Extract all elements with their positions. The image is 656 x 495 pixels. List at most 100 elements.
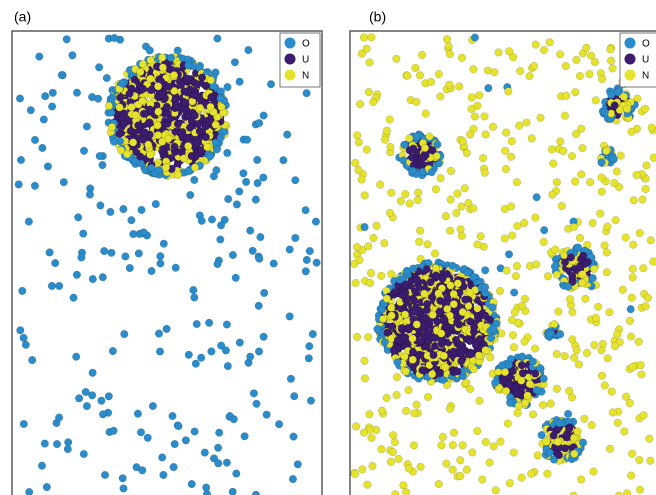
atom: [446, 405, 454, 413]
atom: [89, 369, 97, 377]
atom: [508, 137, 516, 145]
atom: [571, 450, 579, 458]
atom: [533, 386, 541, 394]
atom: [606, 309, 614, 317]
atom: [383, 127, 391, 135]
atom: [208, 216, 216, 224]
atom: [498, 362, 506, 370]
atom: [306, 247, 314, 255]
atom: [388, 312, 396, 320]
atom: [573, 56, 581, 64]
atom: [604, 355, 612, 363]
atom: [118, 80, 126, 88]
atom: [72, 353, 80, 361]
atom: [449, 262, 457, 270]
atom: [356, 100, 364, 108]
atom: [230, 415, 238, 423]
atom: [544, 470, 552, 478]
atom: [470, 365, 478, 373]
atom: [97, 202, 105, 210]
atom: [229, 251, 237, 259]
atom: [465, 199, 473, 207]
atom: [48, 282, 56, 290]
atom: [147, 56, 155, 64]
atom: [351, 470, 359, 478]
atom: [388, 189, 396, 197]
atom: [242, 178, 250, 186]
atom: [528, 135, 536, 143]
atom: [386, 209, 394, 217]
atom: [412, 288, 420, 296]
atom: [55, 414, 63, 422]
atom: [443, 270, 451, 278]
atom: [99, 411, 107, 419]
atom: [508, 316, 516, 324]
atom: [177, 81, 185, 89]
atom: [212, 121, 220, 129]
atom: [309, 330, 317, 338]
atom: [162, 164, 170, 172]
atom: [390, 347, 398, 355]
atom: [213, 166, 221, 174]
atom: [458, 203, 466, 211]
atom: [171, 143, 179, 151]
atom: [384, 329, 392, 337]
atom: [435, 290, 443, 298]
atom: [64, 445, 72, 453]
atom: [383, 295, 391, 303]
atom: [636, 486, 644, 494]
atom: [450, 429, 458, 437]
atom: [147, 75, 155, 83]
atom: [368, 434, 376, 442]
atom: [307, 397, 315, 405]
atom: [486, 459, 494, 467]
atom: [449, 466, 457, 474]
atom: [627, 333, 635, 341]
atom: [532, 41, 540, 49]
atom: [567, 254, 575, 262]
atom: [361, 192, 369, 200]
atom: [424, 241, 432, 249]
atom: [495, 49, 503, 57]
atom: [411, 297, 419, 305]
atom: [454, 190, 462, 198]
atom: [386, 116, 394, 124]
atom: [82, 388, 90, 396]
atom: [290, 433, 298, 441]
atom: [508, 232, 516, 240]
atom: [103, 74, 111, 82]
atom: [611, 179, 619, 187]
atom: [628, 128, 636, 136]
atom: [607, 57, 615, 65]
atom: [313, 259, 321, 267]
atom: [83, 402, 91, 410]
atom: [518, 361, 526, 369]
atom: [218, 103, 226, 111]
atom: [612, 216, 620, 224]
atom: [185, 62, 193, 70]
atom: [551, 263, 559, 271]
atom: [363, 45, 371, 53]
atom: [551, 320, 559, 328]
atom: [432, 264, 440, 272]
atom: [78, 254, 86, 262]
atom: [617, 152, 625, 160]
atom: [376, 181, 384, 189]
atom: [135, 250, 143, 258]
atom: [191, 91, 199, 99]
atom: [481, 267, 489, 275]
atom: [120, 485, 128, 493]
atom: [506, 479, 514, 487]
atom: [609, 409, 617, 417]
atom: [255, 302, 263, 310]
atom: [236, 78, 244, 86]
atom: [363, 146, 371, 154]
atom: [387, 304, 395, 312]
atom: [155, 166, 163, 174]
atom: [147, 86, 155, 94]
atom: [302, 268, 310, 276]
atom: [629, 274, 637, 282]
atom: [604, 223, 612, 231]
atom: [510, 344, 518, 352]
atom: [414, 189, 422, 197]
